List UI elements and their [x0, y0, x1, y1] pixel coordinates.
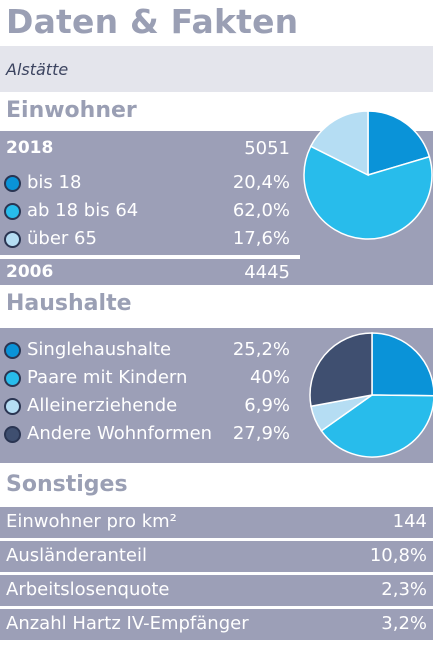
legend-value: 20,4% [232, 172, 290, 193]
section-heading-sonstiges: Sonstiges [6, 472, 128, 497]
stat-row: Ausländeranteil 10,8% [0, 541, 433, 572]
legend-row-bis-18: bis 18 20,4% [0, 169, 300, 197]
stat-value: 2,3% [381, 579, 427, 600]
stat-label: Arbeitslosenquote [6, 579, 170, 600]
pie-slice-bis-18 [367, 110, 431, 177]
stat-label: Ausländeranteil [6, 545, 148, 566]
pie-slice-singlehaushalte [371, 332, 433, 397]
subtitle-bar: Alstätte [0, 46, 433, 92]
legend-row-andere-wohnformen: Andere Wohnformen 27,9% [0, 420, 300, 448]
legend-value: 25,2% [232, 339, 290, 360]
stat-label: Einwohner pro km² [6, 511, 177, 532]
year-2018-row: 2018 5051 [0, 135, 300, 163]
pie-slice-ueber-65 [309, 110, 369, 177]
stat-label: Anzahl Hartz IV-Empfänger [6, 613, 249, 634]
legend-row-singlehaushalte: Singlehaushalte 25,2% [0, 336, 300, 364]
legend-label: über 65 [27, 228, 97, 249]
legend-label: ab 18 bis 64 [27, 200, 139, 221]
einwohner-pie-chart [303, 110, 433, 240]
row-divider [0, 255, 300, 259]
legend-dot-icon [4, 175, 21, 192]
haushalte-pie-chart [309, 332, 433, 458]
stat-row: Anzahl Hartz IV-Empfänger 3,2% [0, 609, 433, 640]
legend-value: 17,6% [232, 228, 290, 249]
legend-row-ab-18-bis-64: ab 18 bis 64 62,0% [0, 197, 300, 225]
legend-label: Andere Wohnformen [27, 423, 213, 444]
stat-value: 3,2% [381, 613, 427, 634]
legend-row-ueber-65: über 65 17,6% [0, 225, 300, 253]
legend-dot-icon [4, 342, 21, 359]
year-2006-row: 2006 4445 [0, 259, 300, 287]
legend-value: 6,9% [244, 395, 290, 416]
legend-label: Paare mit Kindern [27, 367, 188, 388]
section-heading-einwohner: Einwohner [6, 98, 137, 123]
stat-value: 10,8% [369, 545, 427, 566]
year-2006-label: 2006 [6, 262, 54, 282]
pie-slice-andere-wohnformen [309, 332, 373, 408]
legend-row-paare-mit-kindern: Paare mit Kindern 40% [0, 364, 300, 392]
pie-slice-ab-18-bis-64 [303, 145, 433, 240]
legend-row-alleinerziehende: Alleinerziehende 6,9% [0, 392, 300, 420]
legend-label: Singlehaushalte [27, 339, 172, 360]
stat-row: Einwohner pro km² 144 [0, 507, 433, 538]
legend-value: 27,9% [232, 423, 290, 444]
legend-dot-icon [4, 231, 21, 248]
legend-label: bis 18 [27, 172, 82, 193]
stat-value: 144 [392, 511, 427, 532]
subtitle: Alstätte [6, 60, 69, 79]
year-2006-value: 4445 [244, 262, 290, 283]
year-2018-value: 5051 [244, 138, 290, 159]
legend-dot-icon [4, 203, 21, 220]
legend-dot-icon [4, 398, 21, 415]
page-title: Daten & Fakten [6, 2, 299, 41]
section-heading-haushalte: Haushalte [6, 291, 132, 316]
legend-label: Alleinerziehende [27, 395, 178, 416]
legend-value: 62,0% [232, 200, 290, 221]
legend-dot-icon [4, 370, 21, 387]
legend-value: 40% [249, 367, 290, 388]
stat-row: Arbeitslosenquote 2,3% [0, 575, 433, 606]
year-2018-label: 2018 [6, 138, 54, 158]
pie-slice-paare-mit-kindern [320, 394, 433, 458]
legend-dot-icon [4, 426, 21, 443]
